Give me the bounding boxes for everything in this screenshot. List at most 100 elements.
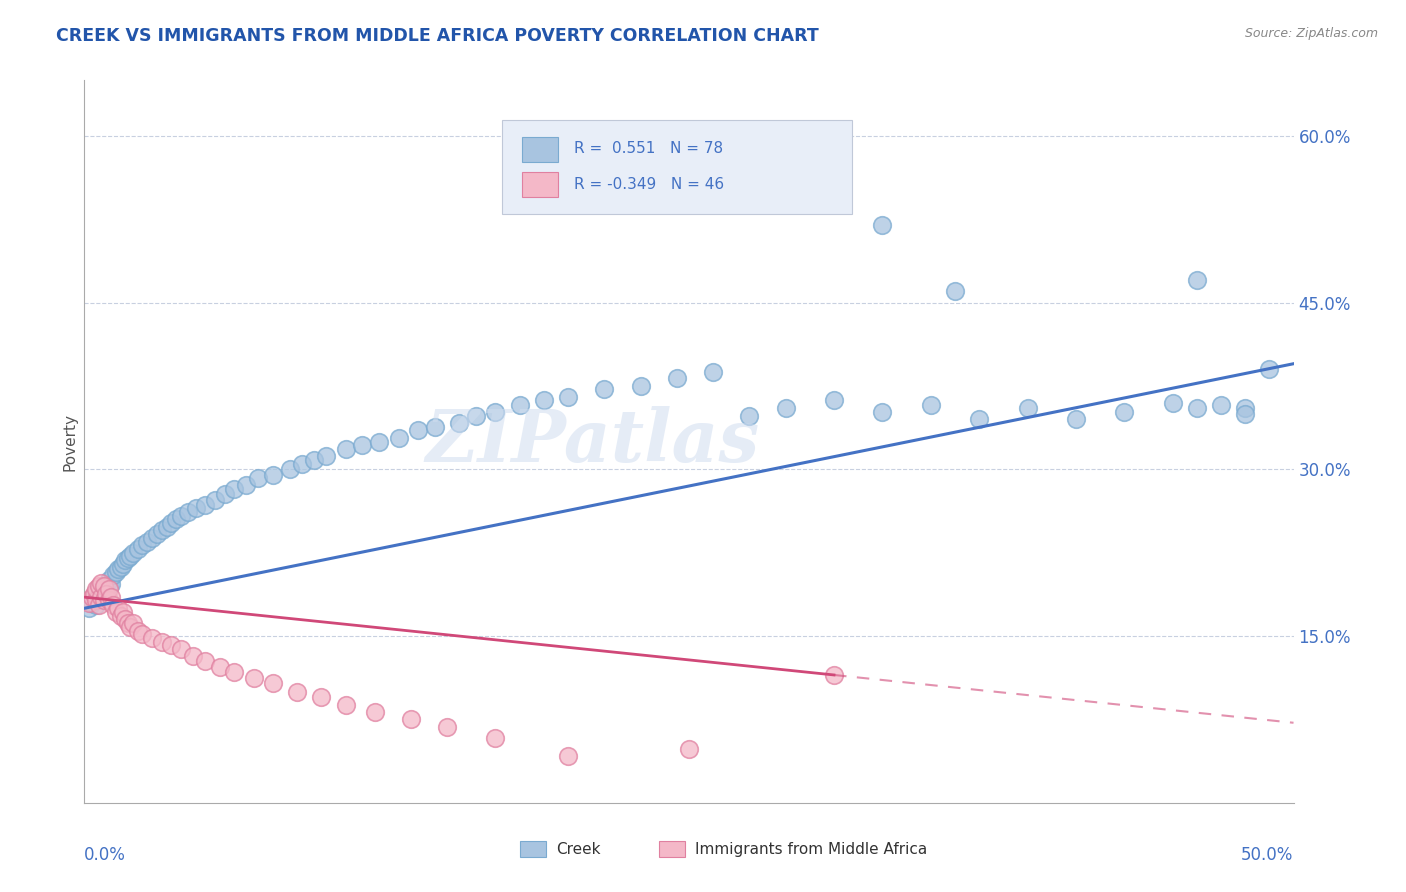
Point [93, 593, 115, 607]
Point [262, 675, 284, 690]
Point [678, 742, 700, 756]
Point [1064, 412, 1087, 426]
Point [872, 404, 894, 418]
Point [1161, 395, 1184, 409]
Point [1017, 401, 1039, 416]
Point [141, 632, 163, 646]
Point [224, 483, 246, 497]
Point [155, 520, 177, 534]
Bar [522, 172, 558, 197]
Point [104, 605, 127, 619]
Point [83, 587, 105, 601]
Point [593, 382, 616, 396]
Point [87, 592, 110, 607]
Point [208, 660, 231, 674]
Point [93, 579, 115, 593]
Point [131, 627, 153, 641]
Point [141, 531, 163, 545]
Point [465, 409, 488, 423]
Point [94, 587, 117, 601]
Point [399, 713, 422, 727]
Point [127, 624, 149, 638]
Point [121, 615, 143, 630]
Point [160, 638, 183, 652]
Point [363, 705, 385, 719]
Y-axis label: Poverty: Poverty [62, 412, 77, 471]
Point [110, 560, 132, 574]
Point [484, 731, 506, 746]
Point [104, 565, 127, 579]
Point [702, 364, 724, 378]
Point [242, 671, 264, 685]
Point [823, 393, 845, 408]
Point [103, 568, 125, 582]
Point [97, 579, 120, 593]
Point [315, 449, 337, 463]
Point [121, 546, 143, 560]
Point [100, 590, 122, 604]
Point [557, 749, 579, 764]
Point [1234, 407, 1257, 421]
Text: CREEK VS IMMIGRANTS FROM MIDDLE AFRICA POVERTY CORRELATION CHART: CREEK VS IMMIGRANTS FROM MIDDLE AFRICA P… [56, 27, 818, 45]
Point [170, 508, 193, 523]
Point [120, 549, 142, 563]
Point [90, 590, 112, 604]
Text: R = -0.349   N = 46: R = -0.349 N = 46 [574, 177, 724, 192]
Point [150, 524, 173, 538]
Point [484, 404, 506, 418]
Point [117, 615, 139, 630]
Point [170, 642, 193, 657]
Point [87, 579, 110, 593]
Point [194, 653, 217, 667]
Point [262, 467, 284, 482]
Point [90, 582, 112, 597]
Point [1209, 398, 1232, 412]
Point [335, 698, 357, 712]
Text: ZIPatlas: ZIPatlas [425, 406, 759, 477]
Point [112, 557, 135, 571]
Point [181, 649, 204, 664]
Point [311, 690, 333, 705]
Point [94, 584, 117, 599]
Point [204, 493, 226, 508]
Point [107, 601, 129, 615]
Point [449, 416, 471, 430]
Point [775, 401, 797, 416]
Point [86, 584, 108, 599]
Point [177, 505, 200, 519]
Point [872, 218, 894, 232]
Point [86, 598, 108, 612]
Point [1185, 401, 1208, 416]
Point [87, 587, 110, 601]
Text: Source: ZipAtlas.com: Source: ZipAtlas.com [1244, 27, 1378, 40]
Point [235, 478, 257, 492]
Point [103, 598, 125, 612]
Point [214, 487, 236, 501]
Point [136, 534, 159, 549]
Point [335, 442, 357, 457]
Point [388, 431, 411, 445]
Point [1185, 273, 1208, 287]
Point [112, 605, 135, 619]
Point [823, 668, 845, 682]
Point [83, 590, 105, 604]
Point [90, 575, 112, 590]
Point [110, 609, 132, 624]
Text: Immigrants from Middle Africa: Immigrants from Middle Africa [695, 841, 927, 856]
Point [1114, 404, 1136, 418]
Point [93, 579, 115, 593]
Point [368, 434, 391, 449]
Text: R =  0.551   N = 78: R = 0.551 N = 78 [574, 142, 723, 156]
Point [224, 665, 246, 679]
Point [194, 498, 217, 512]
Point [406, 424, 429, 438]
Bar [520, 841, 547, 857]
Point [509, 398, 531, 412]
Point [120, 620, 142, 634]
Point [93, 587, 115, 601]
Point [1234, 401, 1257, 416]
Point [184, 501, 207, 516]
Point [302, 453, 325, 467]
Point [665, 371, 688, 385]
Text: 0.0%: 0.0% [84, 847, 127, 864]
